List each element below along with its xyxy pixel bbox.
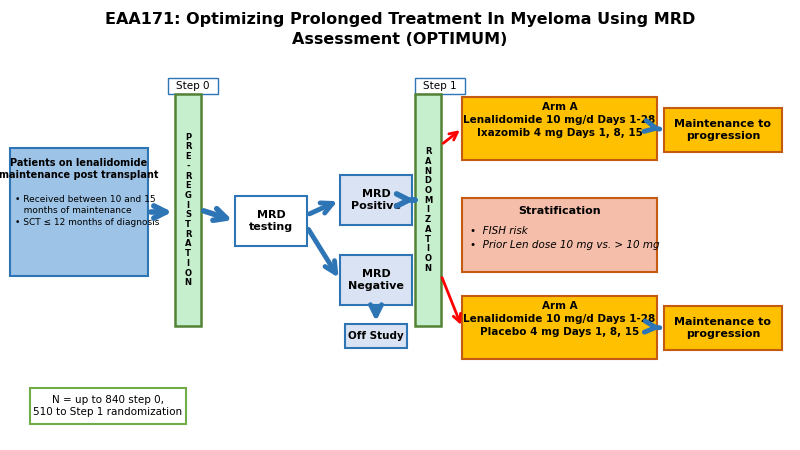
Text: MRD
Negative: MRD Negative [348, 269, 404, 291]
Text: Maintenance to
progression: Maintenance to progression [674, 119, 771, 141]
FancyBboxPatch shape [664, 306, 782, 350]
FancyBboxPatch shape [462, 296, 657, 359]
FancyBboxPatch shape [345, 324, 407, 348]
FancyBboxPatch shape [175, 94, 201, 326]
Text: P
R
E
-
R
E
G
I
S
T
R
A
T
I
O
N: P R E - R E G I S T R A T I O N [185, 133, 191, 287]
Text: Assessment (OPTIMUM): Assessment (OPTIMUM) [292, 32, 508, 47]
Text: •  FISH risk
•  Prior Len dose 10 mg vs. > 10 mg: • FISH risk • Prior Len dose 10 mg vs. >… [470, 226, 660, 250]
Text: MRD
Positive: MRD Positive [351, 189, 401, 211]
FancyBboxPatch shape [10, 148, 148, 276]
FancyBboxPatch shape [235, 196, 307, 246]
Text: Arm A
Lenalidomide 10 mg/d Days 1-28
Ixazomib 4 mg Days 1, 8, 15: Arm A Lenalidomide 10 mg/d Days 1-28 Ixa… [463, 102, 656, 138]
Text: Step 0: Step 0 [176, 81, 210, 91]
FancyBboxPatch shape [168, 78, 218, 94]
Text: Off Study: Off Study [348, 331, 404, 341]
FancyBboxPatch shape [340, 175, 412, 225]
Text: Step 1: Step 1 [423, 81, 457, 91]
Text: N = up to 840 step 0,
510 to Step 1 randomization: N = up to 840 step 0, 510 to Step 1 rand… [34, 395, 182, 417]
Text: R
A
N
D
O
M
I
Z
A
T
I
O
N: R A N D O M I Z A T I O N [424, 147, 432, 273]
FancyBboxPatch shape [462, 97, 657, 160]
Text: Arm A
Lenalidomide 10 mg/d Days 1-28
Placebo 4 mg Days 1, 8, 15: Arm A Lenalidomide 10 mg/d Days 1-28 Pla… [463, 301, 656, 337]
FancyBboxPatch shape [415, 94, 441, 326]
FancyBboxPatch shape [340, 255, 412, 305]
FancyBboxPatch shape [415, 78, 465, 94]
Text: Maintenance to
progression: Maintenance to progression [674, 317, 771, 339]
Text: • Received between 10 and 15
   months of maintenance
• SCT ≤ 12 months of diagn: • Received between 10 and 15 months of m… [15, 195, 159, 227]
FancyBboxPatch shape [30, 388, 186, 424]
Text: Patients on lenalidomide
maintenance post transplant: Patients on lenalidomide maintenance pos… [0, 158, 158, 180]
FancyBboxPatch shape [664, 108, 782, 152]
Text: EAA171: Optimizing Prolonged Treatment In Myeloma Using MRD: EAA171: Optimizing Prolonged Treatment I… [105, 12, 695, 27]
Text: Stratification: Stratification [518, 206, 601, 216]
FancyBboxPatch shape [462, 198, 657, 272]
Text: MRD
testing: MRD testing [249, 210, 293, 232]
